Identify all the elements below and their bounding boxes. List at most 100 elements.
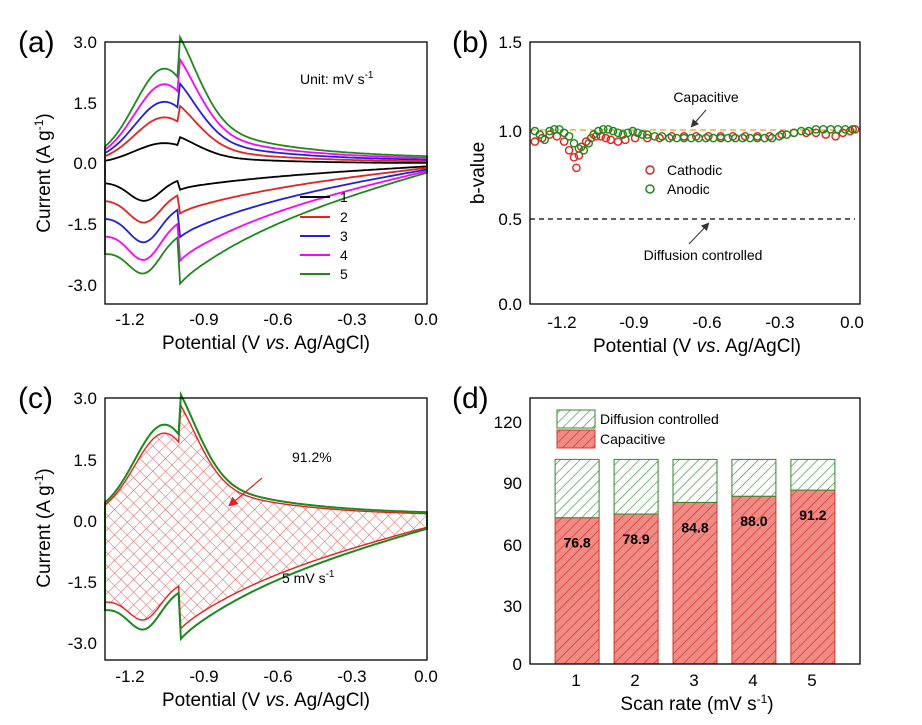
diffusion-bar [672,458,718,503]
bar-value-label: 91.2 [799,507,826,523]
capacitive-bar [554,517,600,665]
tick-label: 1.5 [73,451,97,470]
panel-c-yticks: 3.0 1.5 0.0 -1.5 -3.0 [68,389,97,653]
panel-c-curves [104,390,428,642]
anodic-point [623,128,633,138]
legend-label: 4 [340,247,348,263]
tick-label: -1.2 [115,667,144,686]
anodic-point [638,130,647,139]
tick-label: -3.0 [68,634,97,653]
panel-b-points [530,125,860,173]
x-axis-label: Potential (V vs. Ag/AgCl) [593,336,801,357]
tick-label: 3.0 [73,389,97,408]
tick-label: -0.6 [263,667,292,686]
tick-label: 0.0 [73,512,97,531]
panel-d-bars: 76.8 78.9 84.8 88.0 91.2 [554,458,836,665]
cathodic-point [530,137,540,146]
tick-label: -0.9 [189,667,218,686]
legend-label: Anodic [667,181,710,197]
tick-label: -0.3 [337,310,366,329]
panel-a-xticks: -1.2 -0.9 -0.6 -0.3 0.0 [115,310,437,329]
panel-b: (b) 1.5 1.0 0.5 0.0 -1.2 -0.9 -0.6 -0.3 … [452,26,864,357]
anodic-point [574,144,584,153]
cv-curve-scan-2 [104,104,428,224]
capacitive-bar [672,501,718,665]
rate-annotation: 5 mV s-1 [282,569,335,586]
anodic-point [618,130,628,139]
tick-label: 0.0 [414,667,438,686]
legend-label: 3 [340,228,348,244]
tick-label: -0.9 [619,313,648,332]
panel-b-label: (b) [452,26,489,59]
legend-label: 2 [340,209,348,225]
cathodic-point [655,133,664,143]
legend-label: Capacitive [600,431,666,447]
legend-label: 5 [340,266,348,282]
panel-a-legend: 1 2 3 4 5 [300,189,348,282]
tick-label: 1.0 [498,122,522,141]
cathodic-point [613,137,623,146]
diffusion-bar [731,458,777,497]
tick-label: 0 [513,655,522,674]
y-axis-label: b-value [468,142,489,204]
tick-label: -3.0 [68,276,97,295]
x-axis-label: Scan rate (mV s-1) [620,692,773,715]
cathodic-point [821,130,831,139]
legend-marker [645,165,655,175]
tick-label: 0.0 [414,310,438,329]
tick-label: 60 [503,536,522,555]
tick-label: 1.5 [73,94,97,113]
cathodic-point [552,131,562,141]
tick-label: 1.5 [498,33,522,52]
bar-value-label: 78.9 [622,531,649,547]
panel-a-yticks: 3.0 1.5 0.0 -1.5 -3.0 [68,33,97,295]
tick-label: 1 [571,671,580,690]
panel-d-legend: Diffusion controlled Capacitive [556,409,719,449]
panel-b-xticks: -1.2 -0.9 -0.6 -0.3 0.0 [547,313,863,332]
legend-marker [645,184,655,194]
cathodic-point [740,131,750,141]
cathodic-point [572,163,581,173]
panel-b-legend: Cathodic Anodic [645,162,722,197]
anodic-point [613,128,623,138]
cathodic-point [831,131,840,141]
panel-d-xticks: 1 2 3 4 5 [571,671,816,690]
bar-value-label: 88.0 [740,513,767,529]
unit-annotation: Unit: mV s-1 [300,70,374,87]
tick-label: 4 [748,671,757,690]
anodic-point [564,131,574,141]
legend-label: Diffusion controlled [600,411,719,427]
diffusion-bar [790,458,836,491]
tick-label: -1.2 [547,313,576,332]
legend-swatch [556,429,596,449]
tick-label: 2 [630,671,639,690]
cathodic-point [704,131,713,141]
cathodic-point [559,137,569,146]
tick-label: 0.0 [73,154,97,173]
anodic-point [608,126,618,136]
tick-label: -0.3 [337,667,366,686]
anodic-point [603,125,613,134]
tick-label: 90 [503,474,522,493]
cathodic-point [569,152,579,162]
bar-value-label: 84.8 [681,519,708,535]
panel-c: (c) 3.0 1.5 0.0 -1.5 -3.0 -1.2 -0.9 -0.6… [18,382,438,711]
panel-b-yticks: 1.5 1.0 0.5 0.0 [498,33,522,314]
panel-a: (a) 3.0 1.5 0.0 -1.5 -3.0 -1.2 -0.9 -0.6… [18,26,438,354]
capacitive-bar [731,495,777,665]
diffusion-arrow [688,222,710,245]
panel-d: (d) 76.8 78.984.8 88.0 91.2 120 90 60 30 0 … [452,382,861,715]
tick-label: 0.0 [840,313,864,332]
anodic-point [633,128,642,138]
percent-arrow [228,477,263,507]
anodic-point [782,130,792,139]
capacitive-area [104,403,428,631]
panel-d-label: (d) [452,382,489,415]
percent-annotation: 91.2% [292,449,332,465]
tick-label: -1.5 [68,573,97,592]
panel-b-frame [529,41,861,305]
diffusion-bar [554,458,600,519]
tick-label: 3.0 [73,33,97,52]
panel-a-curves [104,34,428,286]
cathodic-point [591,131,601,141]
